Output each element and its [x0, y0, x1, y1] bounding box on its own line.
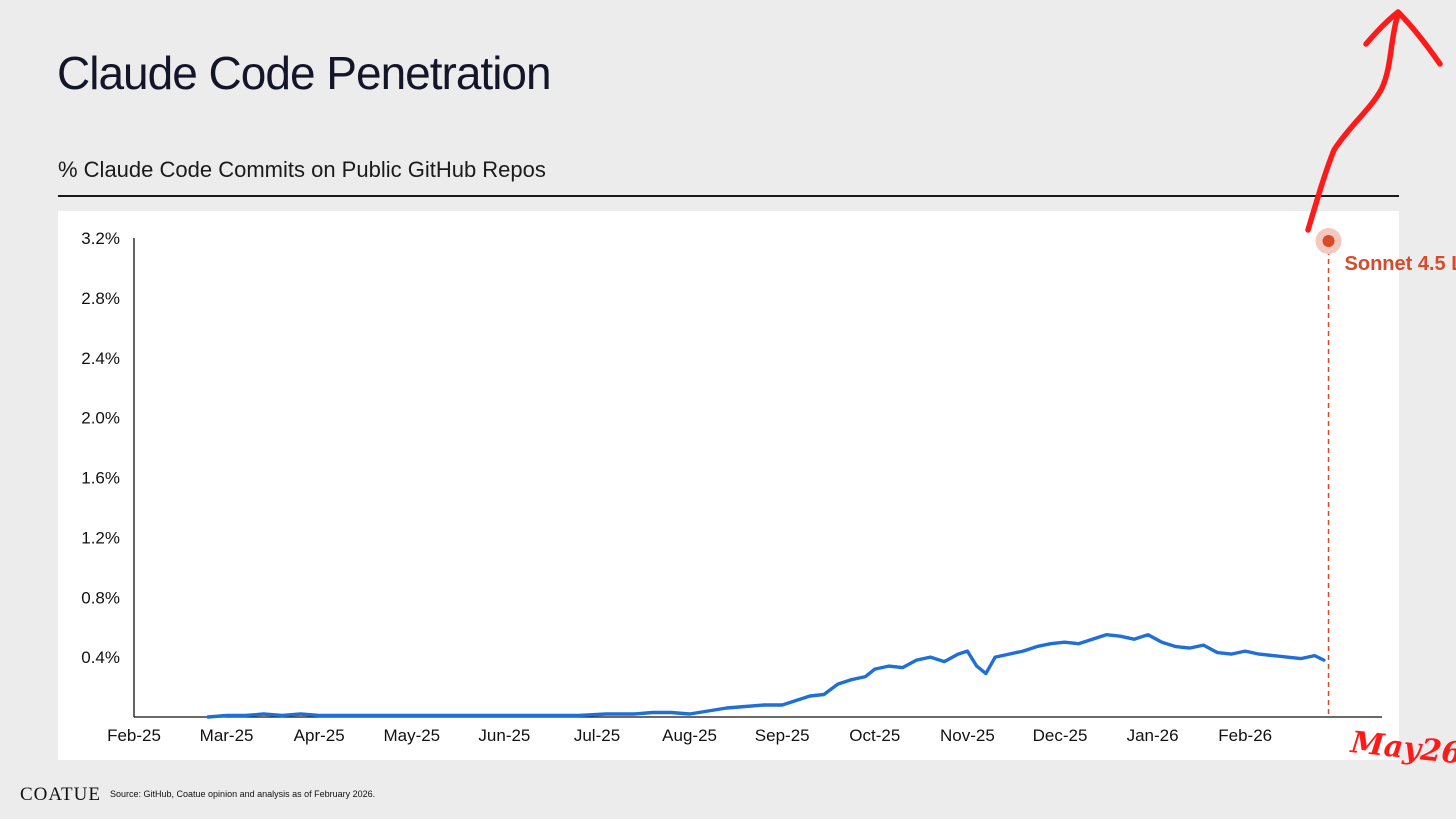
coatue-logo: COATUE	[20, 784, 101, 805]
hand-drawn-may26-label: May26	[1348, 725, 1456, 772]
x-tick-label: Apr-25	[294, 726, 345, 745]
y-tick-label: 0.4%	[81, 648, 120, 667]
x-tick-label: Oct-25	[849, 726, 900, 745]
y-tick-label: 1.6%	[81, 469, 120, 488]
launch-marker-dot	[1322, 235, 1335, 247]
page-title: Claude Code Penetration	[57, 47, 552, 99]
x-tick-labels: Feb-25 Mar-25 Apr-25 May-25 Jun-25 Jul-25 Aug-…	[107, 726, 1272, 745]
y-tick-label: 2.4%	[81, 349, 120, 368]
x-tick-label: Jun-25	[478, 726, 530, 745]
x-tick-label: Dec-25	[1033, 726, 1088, 745]
y-tick-label: 2.8%	[81, 289, 120, 308]
launch-annotation-label: Sonnet 4.5 Launch	[1345, 253, 1456, 275]
x-tick-label: Sep-25	[755, 726, 810, 745]
x-tick-label: Feb-25	[107, 726, 161, 745]
x-tick-label: Nov-25	[940, 726, 995, 745]
hand-drawn-arrow-head	[1363, 9, 1443, 67]
y-tick-label: 0.8%	[81, 588, 120, 607]
chart-subtitle: % Claude Code Commits on Public GitHub R…	[58, 157, 546, 182]
chart-panel	[58, 211, 1399, 760]
x-tick-label: Jan-26	[1127, 726, 1179, 745]
y-tick-label: 1.2%	[81, 528, 120, 547]
source-note: Source: GitHub, Coatue opinion and analy…	[110, 789, 376, 799]
x-tick-label: Jul-25	[574, 726, 620, 745]
hand-drawn-arrow-shaft	[1305, 11, 1401, 233]
y-tick-label: 3.2%	[81, 229, 120, 248]
y-tick-label: 2.0%	[81, 409, 120, 428]
x-tick-label: May-25	[383, 726, 440, 745]
title-divider	[58, 195, 1399, 197]
x-tick-label: Mar-25	[200, 726, 254, 745]
y-tick-labels: 3.2% 2.8% 2.4% 2.0% 1.6% 1.2% 0.8% 0.4%	[81, 229, 120, 667]
x-tick-label: Feb-26	[1218, 726, 1272, 745]
x-tick-label: Aug-25	[662, 726, 717, 745]
series-line	[206, 633, 1326, 719]
